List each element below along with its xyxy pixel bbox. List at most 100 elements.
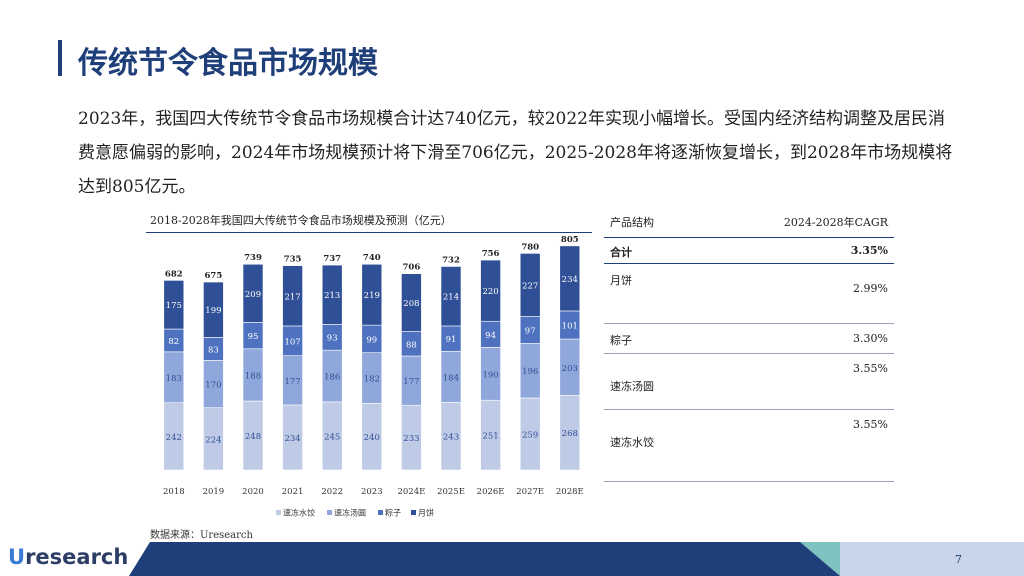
table-row: 月饼 2.99% — [604, 264, 894, 324]
data-label: 184 — [443, 373, 459, 383]
x-tick-label: 2019 — [203, 487, 225, 497]
bar-segment — [163, 280, 185, 330]
bar-segment — [203, 281, 224, 338]
x-tick-label: 2026E — [477, 487, 505, 497]
bar-segment — [440, 266, 462, 327]
legend-label: 速冻水饺 — [283, 508, 315, 518]
legend-swatch — [378, 510, 383, 515]
chart-title-rule — [146, 232, 592, 233]
data-label: 209 — [245, 290, 261, 300]
data-label: 175 — [166, 301, 182, 311]
summary-paragraph: 2023年，我国四大传统节令食品市场规模合计达740亿元，较2022年实现小幅增… — [78, 109, 953, 197]
legend-label: 速冻汤圆 — [334, 508, 366, 518]
table-row: 合计 3.35% — [604, 238, 894, 264]
table-row: 粽子 3.30% — [604, 324, 894, 354]
x-tick-label: 2027E — [516, 487, 544, 497]
data-source: 数据来源：Uresearch — [150, 530, 253, 541]
data-label: 199 — [205, 306, 221, 316]
footer-light-block — [840, 542, 1024, 576]
total-label: 682 — [165, 269, 183, 279]
page-number: 7 — [955, 553, 962, 566]
data-label: 97 — [525, 327, 536, 337]
data-label: 233 — [403, 434, 419, 444]
total-label: 735 — [284, 255, 302, 265]
data-label: 234 — [284, 434, 300, 444]
total-label: 805 — [561, 235, 579, 245]
data-label: 182 — [364, 374, 380, 384]
x-tick-label: 2025E — [437, 487, 465, 497]
table-row-label: 速冻汤圆 — [610, 380, 654, 393]
header-cagr: 2024-2028年CAGR — [783, 216, 888, 229]
bar-segment — [480, 259, 501, 322]
data-label: 214 — [443, 293, 459, 303]
total-label: 706 — [403, 263, 421, 273]
bar-segment — [559, 245, 581, 312]
data-label: 227 — [522, 281, 538, 291]
data-label: 196 — [522, 367, 538, 377]
data-label: 186 — [324, 373, 340, 383]
total-label: 737 — [323, 254, 341, 264]
data-label: 213 — [324, 291, 340, 301]
data-label: 242 — [166, 433, 182, 443]
bar-segment — [282, 265, 303, 327]
data-label: 82 — [168, 337, 179, 347]
table-header: 产品结构 2024-2028年CAGR — [604, 208, 894, 238]
x-tick-label: 2020 — [242, 487, 264, 497]
table-row-label: 合计 — [610, 246, 632, 259]
data-label: 99 — [366, 335, 377, 345]
total-label: 756 — [482, 249, 500, 259]
x-tick-label: 2024E — [397, 487, 425, 497]
x-tick-label: 2022 — [321, 487, 343, 497]
data-label: 91 — [446, 335, 457, 345]
table-row-value: 3.55% — [853, 418, 888, 431]
data-label: 170 — [205, 381, 221, 391]
data-label: 219 — [364, 291, 380, 301]
data-label: 248 — [245, 432, 261, 442]
data-label: 183 — [166, 374, 182, 384]
data-label: 245 — [324, 432, 340, 442]
data-label: 208 — [403, 299, 419, 309]
data-label: 217 — [284, 292, 300, 302]
table-row-value: 3.55% — [853, 362, 888, 375]
table-row-label: 粽子 — [610, 334, 632, 347]
footer-accent — [800, 542, 840, 576]
data-label: 220 — [482, 287, 498, 297]
data-label: 83 — [208, 345, 219, 355]
table-row-value: 2.99% — [853, 282, 888, 295]
legend-swatch — [276, 510, 281, 515]
chart-panel: 2018-2028年我国四大传统节令食品市场规模及预测（亿元） 242 183 82… — [146, 208, 592, 526]
data-label: 101 — [562, 321, 578, 331]
data-label: 107 — [284, 337, 300, 347]
chart-title: 2018-2028年我国四大传统节令食品市场规模及预测（亿元） — [150, 214, 452, 227]
data-label: 240 — [364, 433, 380, 443]
data-label: 243 — [443, 433, 459, 443]
x-tick-label: 2018 — [163, 487, 185, 497]
legend-label: 粽子 — [385, 508, 401, 518]
x-tick-label: 2023 — [361, 487, 383, 497]
data-label: 203 — [562, 364, 578, 374]
total-label: 740 — [363, 253, 381, 263]
data-label: 88 — [406, 340, 417, 350]
data-label: 224 — [205, 435, 221, 445]
total-label: 739 — [244, 253, 262, 263]
bar-segment — [361, 263, 383, 326]
brand-logo: Uresearch — [8, 545, 129, 569]
table-row: 速冻汤圆 3.55% — [604, 354, 894, 410]
data-label: 234 — [562, 275, 578, 285]
table-row-label: 月饼 — [610, 274, 632, 287]
total-label: 732 — [442, 255, 460, 265]
bar-segment — [242, 263, 264, 323]
data-label: 190 — [482, 370, 498, 380]
bar-segment — [321, 264, 343, 325]
data-label: 94 — [485, 331, 496, 341]
cagr-table: 产品结构 2024-2028年CAGR 合计 3.35% 月饼 2.99% 粽子 3.30… — [604, 208, 894, 482]
table-row: 速冻水饺 3.55% — [604, 410, 894, 482]
data-label: 93 — [327, 334, 338, 344]
bar-segment — [401, 273, 422, 332]
header-product: 产品结构 — [610, 216, 654, 229]
data-label: 268 — [562, 429, 578, 439]
x-tick-label: 2028E — [556, 487, 584, 497]
table-row-label: 速冻水饺 — [610, 436, 654, 449]
table-row-value: 3.30% — [853, 332, 888, 345]
x-tick-label: 2021 — [282, 487, 304, 497]
